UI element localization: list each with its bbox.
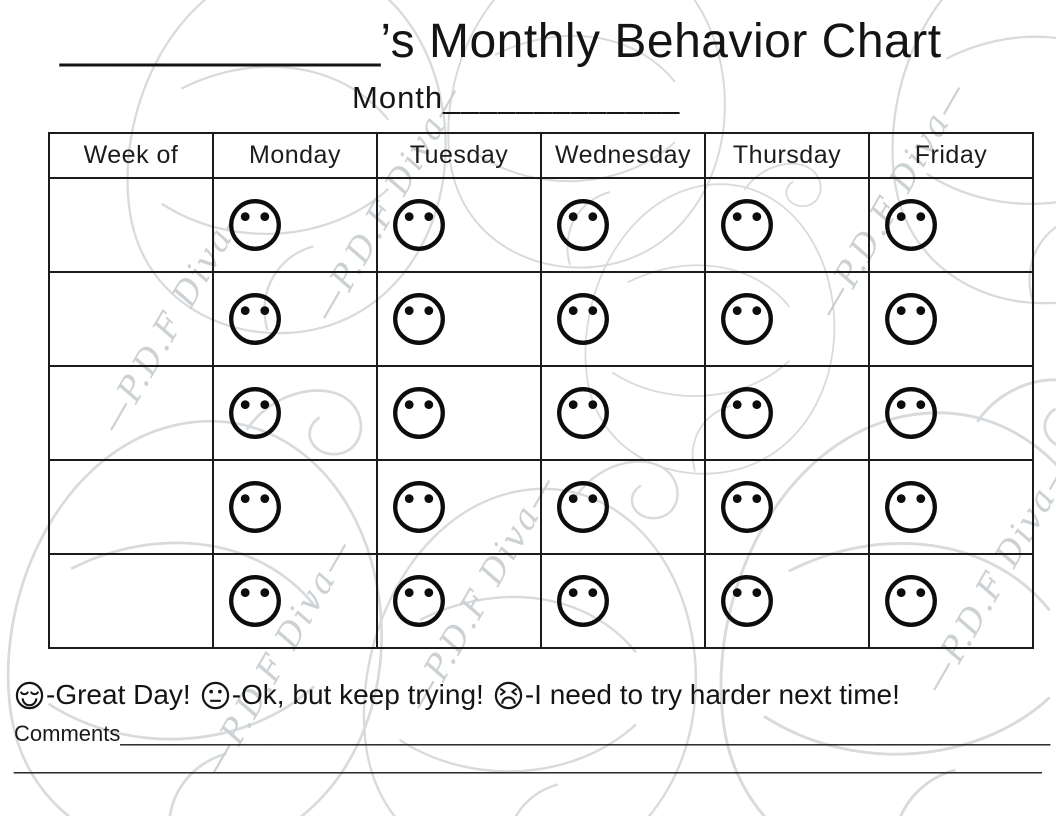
blank-face-icon — [719, 479, 775, 535]
day-cell — [540, 459, 706, 555]
blank-face-icon — [391, 291, 447, 347]
column-header-friday: Friday — [868, 132, 1034, 179]
blank-face-icon — [391, 197, 447, 253]
day-cell — [376, 365, 542, 461]
legend-row: -Great Day! -Ok, but keep trying! — [14, 679, 909, 711]
blank-face-icon — [555, 291, 611, 347]
day-cell — [212, 271, 378, 367]
day-cell — [704, 459, 870, 555]
page-title: ____________’s Monthly Behavior Chart — [60, 14, 942, 69]
day-cell — [868, 459, 1034, 555]
blank-face-icon — [719, 291, 775, 347]
comments-blank-line-2: ________________________________________… — [14, 749, 1042, 774]
blank-face-icon — [555, 385, 611, 441]
day-cell — [540, 271, 706, 367]
column-header-tuesday: Tuesday — [376, 132, 542, 179]
day-cell — [212, 365, 378, 461]
week-of-cell — [48, 271, 214, 367]
blank-face-icon — [719, 385, 775, 441]
blank-face-icon — [227, 197, 283, 253]
legend-text: -Great Day! — [46, 679, 191, 710]
blank-face-icon — [227, 291, 283, 347]
column-header-week-of: Week of — [48, 132, 214, 179]
day-cell — [212, 459, 378, 555]
day-cell — [704, 365, 870, 461]
legend-item-great-day: -Great Day! — [14, 679, 191, 711]
blank-face-icon — [719, 197, 775, 253]
day-cell — [212, 553, 378, 649]
day-cell — [376, 553, 542, 649]
month-blank-line: _____________ — [443, 80, 681, 115]
blank-face-icon — [555, 479, 611, 535]
blank-face-icon — [719, 573, 775, 629]
blank-face-icon — [555, 573, 611, 629]
week-of-cell — [48, 553, 214, 649]
week-of-cell — [48, 459, 214, 555]
blank-face-icon — [391, 479, 447, 535]
legend-item-try-harder: -I need to try harder next time! — [493, 679, 900, 711]
blank-face-icon — [883, 385, 939, 441]
blank-face-icon — [391, 573, 447, 629]
week-row-5 — [48, 553, 1034, 649]
week-row-3 — [48, 365, 1034, 461]
day-cell — [212, 177, 378, 273]
day-cell — [540, 177, 706, 273]
comments-field: Comments________________________________… — [14, 721, 1050, 747]
neutral-face-icon — [201, 681, 229, 709]
blank-face-icon — [883, 573, 939, 629]
day-cell — [704, 553, 870, 649]
day-cell — [868, 177, 1034, 273]
comments-blank-line-1: ________________________________________… — [120, 721, 1051, 746]
month-field: Month_____________ — [352, 80, 680, 116]
week-of-cell — [48, 177, 214, 273]
comments-label: Comments — [14, 721, 121, 746]
day-cell — [540, 365, 706, 461]
week-row-1 — [48, 177, 1034, 273]
day-cell — [376, 459, 542, 555]
blank-face-icon — [555, 197, 611, 253]
blank-face-icon — [883, 479, 939, 535]
day-cell — [704, 177, 870, 273]
day-cell — [540, 553, 706, 649]
month-label: Month — [352, 80, 444, 115]
smiling-face-icon — [15, 681, 44, 709]
day-cell — [376, 177, 542, 273]
legend-text: -I need to try harder next time! — [524, 679, 900, 710]
day-cell — [376, 271, 542, 367]
blank-face-icon — [391, 385, 447, 441]
week-row-2 — [48, 271, 1034, 367]
day-cell — [868, 553, 1034, 649]
blank-face-icon — [883, 197, 939, 253]
day-cell — [868, 365, 1034, 461]
day-cell — [868, 271, 1034, 367]
week-row-4 — [48, 459, 1034, 555]
name-blank-line: ____________ — [60, 15, 381, 68]
week-of-cell — [48, 365, 214, 461]
blank-face-icon — [227, 385, 283, 441]
column-header-thursday: Thursday — [704, 132, 870, 179]
blank-face-icon — [227, 573, 283, 629]
page-title-text: ’s Monthly Behavior Chart — [380, 15, 942, 68]
column-header-wednesday: Wednesday — [540, 132, 706, 179]
blank-face-icon — [883, 291, 939, 347]
header-row: Week of Monday Tuesday Wednesday Thursda… — [48, 132, 1034, 179]
blank-face-icon — [227, 479, 283, 535]
day-cell — [704, 271, 870, 367]
legend-text: -Ok, but keep trying! — [231, 679, 484, 710]
behavior-table: Week of Monday Tuesday Wednesday Thursda… — [48, 132, 1034, 649]
legend-item-ok: -Ok, but keep trying! — [200, 679, 484, 711]
column-header-monday: Monday — [212, 132, 378, 179]
distressed-face-icon — [494, 681, 523, 709]
